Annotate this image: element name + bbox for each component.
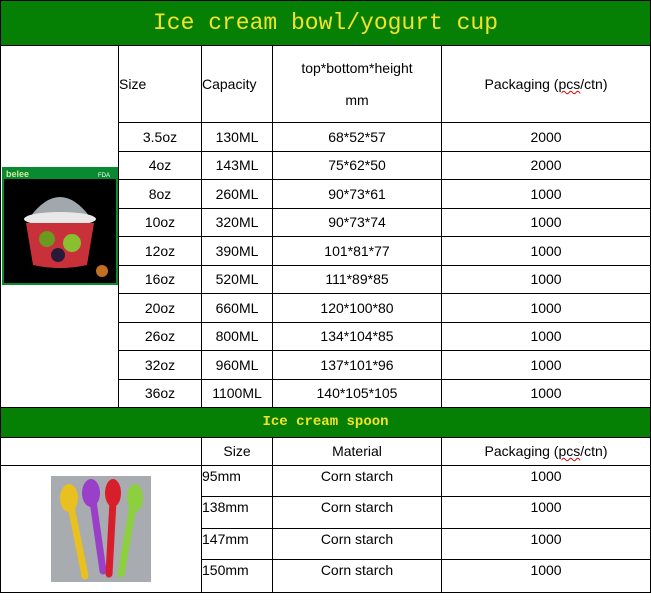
bowl-packaging: 1000 bbox=[440, 378, 651, 408]
pkg-post: /ctn) bbox=[580, 443, 608, 459]
bowl-size: 10oz bbox=[118, 207, 202, 237]
bowl-dimensions: 90*73*61 bbox=[272, 179, 442, 209]
dims-line1: top*bottom*height bbox=[301, 60, 413, 76]
pkg-pcs: pcs bbox=[558, 443, 581, 459]
spoon-col-header-packaging: Packaging (pcs/ctn) bbox=[440, 436, 651, 466]
spoon-row: 147mm Corn starch 1000 bbox=[1, 527, 651, 560]
bowl-capacity: 143ML bbox=[201, 150, 273, 180]
spoon-row: 138mm Corn starch 1000 bbox=[1, 496, 651, 529]
spoon-material: Corn starch bbox=[272, 496, 442, 529]
bowl-size: 20oz bbox=[118, 293, 202, 323]
bowl-size: 36oz bbox=[118, 378, 202, 408]
bowl-dimensions: 140*105*105 bbox=[272, 378, 442, 408]
spoon-material: Corn starch bbox=[272, 464, 442, 497]
col-header-capacity: Capacity bbox=[201, 45, 273, 123]
bowl-dimensions: 68*52*57 bbox=[272, 122, 442, 152]
spoon-packaging: 1000 bbox=[440, 559, 651, 593]
spoon-size: 147mm bbox=[201, 527, 273, 560]
bowl-capacity: 1100ML bbox=[201, 378, 273, 408]
spoon-section-title: Ice cream spoon bbox=[0, 406, 651, 438]
spoon-size: 95mm bbox=[201, 464, 273, 497]
bowl-row: 20oz 660ML 120*100*80 1000 bbox=[1, 293, 651, 323]
bowl-dimensions: 120*100*80 bbox=[272, 293, 442, 323]
bowl-size: 4oz bbox=[118, 150, 202, 180]
pkg-pcs: pcs bbox=[558, 76, 581, 92]
spoon-size: 138mm bbox=[201, 496, 273, 529]
bowl-dimensions: 111*89*85 bbox=[272, 264, 442, 294]
bowl-dimensions: 101*81*77 bbox=[272, 236, 442, 266]
spoon-row: 150mm Corn starch 1000 bbox=[1, 559, 651, 593]
col-header-dimensions: top*bottom*height mm bbox=[272, 45, 442, 123]
bowl-row: 10oz 320ML 90*73*74 1000 bbox=[1, 207, 651, 237]
bowl-row: 32oz 960ML 137*101*96 1000 bbox=[1, 350, 651, 380]
bowl-capacity: 260ML bbox=[201, 179, 273, 209]
bowl-capacity: 960ML bbox=[201, 350, 273, 380]
bowl-image-cell: belee FDA bbox=[0, 45, 119, 408]
spoon-size: 150mm bbox=[201, 559, 273, 593]
spoon-row: 95mm Corn starch 1000 bbox=[0, 464, 651, 593]
bowl-row: 16oz 520ML 111*89*85 1000 bbox=[1, 264, 651, 294]
bowl-size: 32oz bbox=[118, 350, 202, 380]
bowl-packaging: 1000 bbox=[440, 321, 651, 351]
svg-text:FDA: FDA bbox=[98, 173, 110, 179]
bowl-section-title: Ice cream bowl/yogurt cup bbox=[0, 0, 651, 46]
bowl-packaging: 1000 bbox=[440, 350, 651, 380]
svg-text:belee: belee bbox=[6, 169, 29, 179]
spoon-packaging: 1000 bbox=[440, 464, 651, 497]
bowl-size: 12oz bbox=[118, 236, 202, 266]
spoon-col-header-size: Size bbox=[201, 436, 273, 466]
bowl-row: 3.5oz 130ML 68*52*57 2000 bbox=[1, 122, 651, 152]
bowl-capacity: 800ML bbox=[201, 321, 273, 351]
pkg-post: /ctn) bbox=[580, 76, 608, 92]
bowl-packaging: 1000 bbox=[440, 236, 651, 266]
bowl-packaging: 1000 bbox=[440, 293, 651, 323]
bowl-dimensions: 137*101*96 bbox=[272, 350, 442, 380]
col-header-packaging: Packaging (pcs/ctn) bbox=[440, 45, 651, 123]
bowl-size: 3.5oz bbox=[118, 122, 202, 152]
pkg-pre: Packaging ( bbox=[484, 76, 559, 92]
col-header-size: Size bbox=[118, 45, 202, 123]
bowl-packaging: 1000 bbox=[440, 179, 651, 209]
spoon-material: Corn starch bbox=[272, 527, 442, 560]
bowl-packaging: 2000 bbox=[440, 122, 651, 152]
spoon-image-cell bbox=[0, 464, 202, 593]
bowl-dimensions: 90*73*74 bbox=[272, 207, 442, 237]
bowl-dimensions: 75*62*50 bbox=[272, 150, 442, 180]
bowl-capacity: 390ML bbox=[201, 236, 273, 266]
bowl-product-image: belee FDA bbox=[1, 167, 118, 286]
spoon-blank-header bbox=[0, 436, 202, 466]
bowl-capacity: 320ML bbox=[201, 207, 273, 237]
bowl-capacity: 130ML bbox=[201, 122, 273, 152]
spoon-product-image bbox=[51, 475, 151, 582]
spoon-packaging: 1000 bbox=[440, 496, 651, 529]
bowl-packaging: 1000 bbox=[440, 264, 651, 294]
bowl-capacity: 660ML bbox=[201, 293, 273, 323]
bowl-size: 8oz bbox=[118, 179, 202, 209]
spoon-packaging: 1000 bbox=[440, 527, 651, 560]
bowl-dimensions: 134*104*85 bbox=[272, 321, 442, 351]
dims-line2: mm bbox=[345, 92, 369, 108]
bowl-capacity: 520ML bbox=[201, 264, 273, 294]
pkg-pre: Packaging ( bbox=[484, 443, 559, 459]
spoon-col-header-material: Material bbox=[272, 436, 442, 466]
spoon-material: Corn starch bbox=[272, 559, 442, 593]
bowl-packaging: 2000 bbox=[440, 150, 651, 180]
bowl-size: 16oz bbox=[118, 264, 202, 294]
bowl-row: 26oz 800ML 134*104*85 1000 bbox=[1, 321, 651, 351]
bowl-packaging: 1000 bbox=[440, 207, 651, 237]
bowl-size: 26oz bbox=[118, 321, 202, 351]
